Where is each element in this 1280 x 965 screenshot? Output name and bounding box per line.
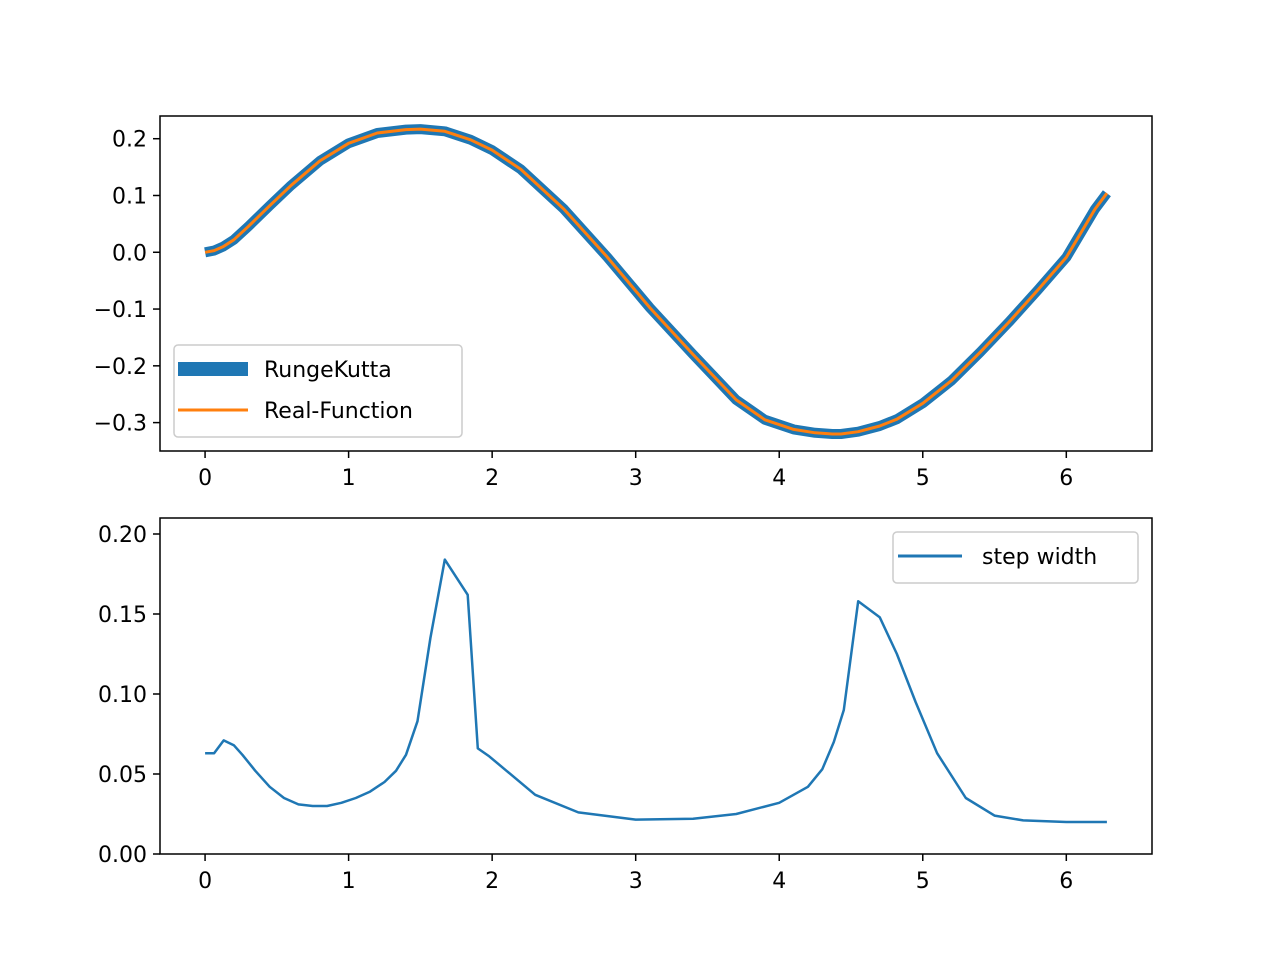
bottom-y-tick-label: 0.00 [98,843,147,868]
bottom-x-ticks: 0 1 2 3 4 5 6 [198,854,1073,894]
top-x-tick-label: 6 [1059,466,1073,491]
top-x-ticks: 0 1 2 3 4 5 6 [198,451,1073,491]
series-line-real-function [204,127,1109,436]
bottom-plot-lines [205,558,1107,824]
legend-label-real-function: Real-Function [264,399,413,424]
bottom-x-tick-label: 6 [1059,869,1073,894]
legend-label-rungekutta: RungeKutta [264,358,392,383]
top-y-tick-label: 0.0 [112,241,147,266]
bottom-x-tick-label: 0 [198,869,212,894]
top-plot-lines [204,124,1111,439]
bottom-y-ticks: 0.20 0.15 0.10 0.05 0.00 [98,523,160,868]
top-x-tick-label: 1 [342,466,356,491]
bottom-axes-frame [159,517,1153,855]
top-y-tick-label: 0.1 [112,184,147,209]
top-y-tick-label: −0.1 [94,298,147,323]
bottom-x-tick-label: 4 [772,869,786,894]
top-y-tick-label: −0.3 [94,412,147,437]
bottom-y-tick-label: 0.15 [98,603,147,628]
top-x-tick-label: 4 [772,466,786,491]
bottom-y-tick-label: 0.20 [98,523,147,548]
top-y-tick-label: −0.2 [94,355,147,380]
bottom-y-tick-label: 0.05 [98,763,147,788]
top-legend: RungeKutta Real-Function [173,344,463,438]
top-x-tick-label: 0 [198,466,212,491]
top-y-tick-label: 0.2 [112,128,147,153]
top-x-tick-label: 3 [629,466,643,491]
top-x-tick-label: 5 [916,466,930,491]
series-line-step-width [205,558,1107,824]
bottom-x-tick-label: 1 [342,869,356,894]
bottom-x-tick-label: 5 [916,869,930,894]
bottom-y-tick-label: 0.10 [98,683,147,708]
bottom-legend: step width [892,531,1139,584]
bottom-x-tick-label: 2 [485,869,499,894]
bottom-legend-box [892,531,1139,584]
bottom-axes: 0 1 2 3 4 5 6 0.20 0.15 0.10 0.05 0.00 step width [98,517,1153,894]
bottom-x-tick-label: 3 [629,869,643,894]
top-y-ticks: 0.2 0.1 0.0 −0.1 −0.2 −0.3 [94,128,160,437]
top-axes-frame [159,115,1153,452]
legend-label-step-width: step width [982,545,1097,570]
top-x-tick-label: 2 [485,466,499,491]
top-axes: 0 1 2 3 4 5 6 0.2 0.1 0.0 −0.1 −0.2 −0.3 RungeKutta… [94,115,1153,491]
